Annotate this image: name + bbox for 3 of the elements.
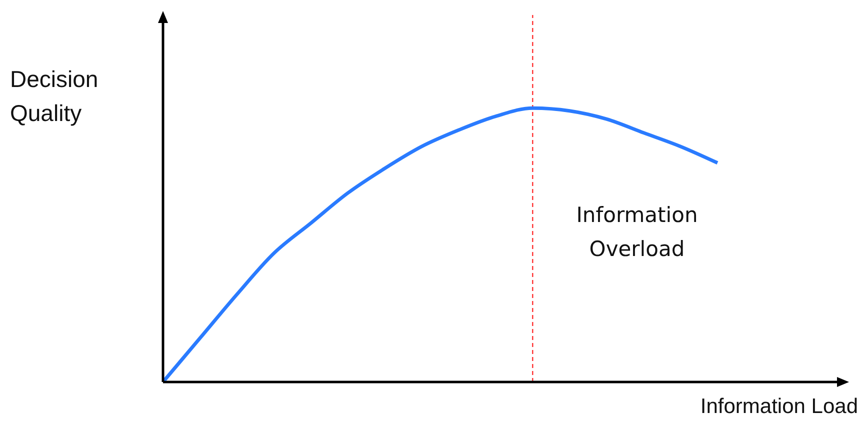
annotation: Information Overload [575,202,699,263]
y-axis-title: Decision Quality [10,65,98,128]
x-axis-title: Information Load [700,395,858,419]
